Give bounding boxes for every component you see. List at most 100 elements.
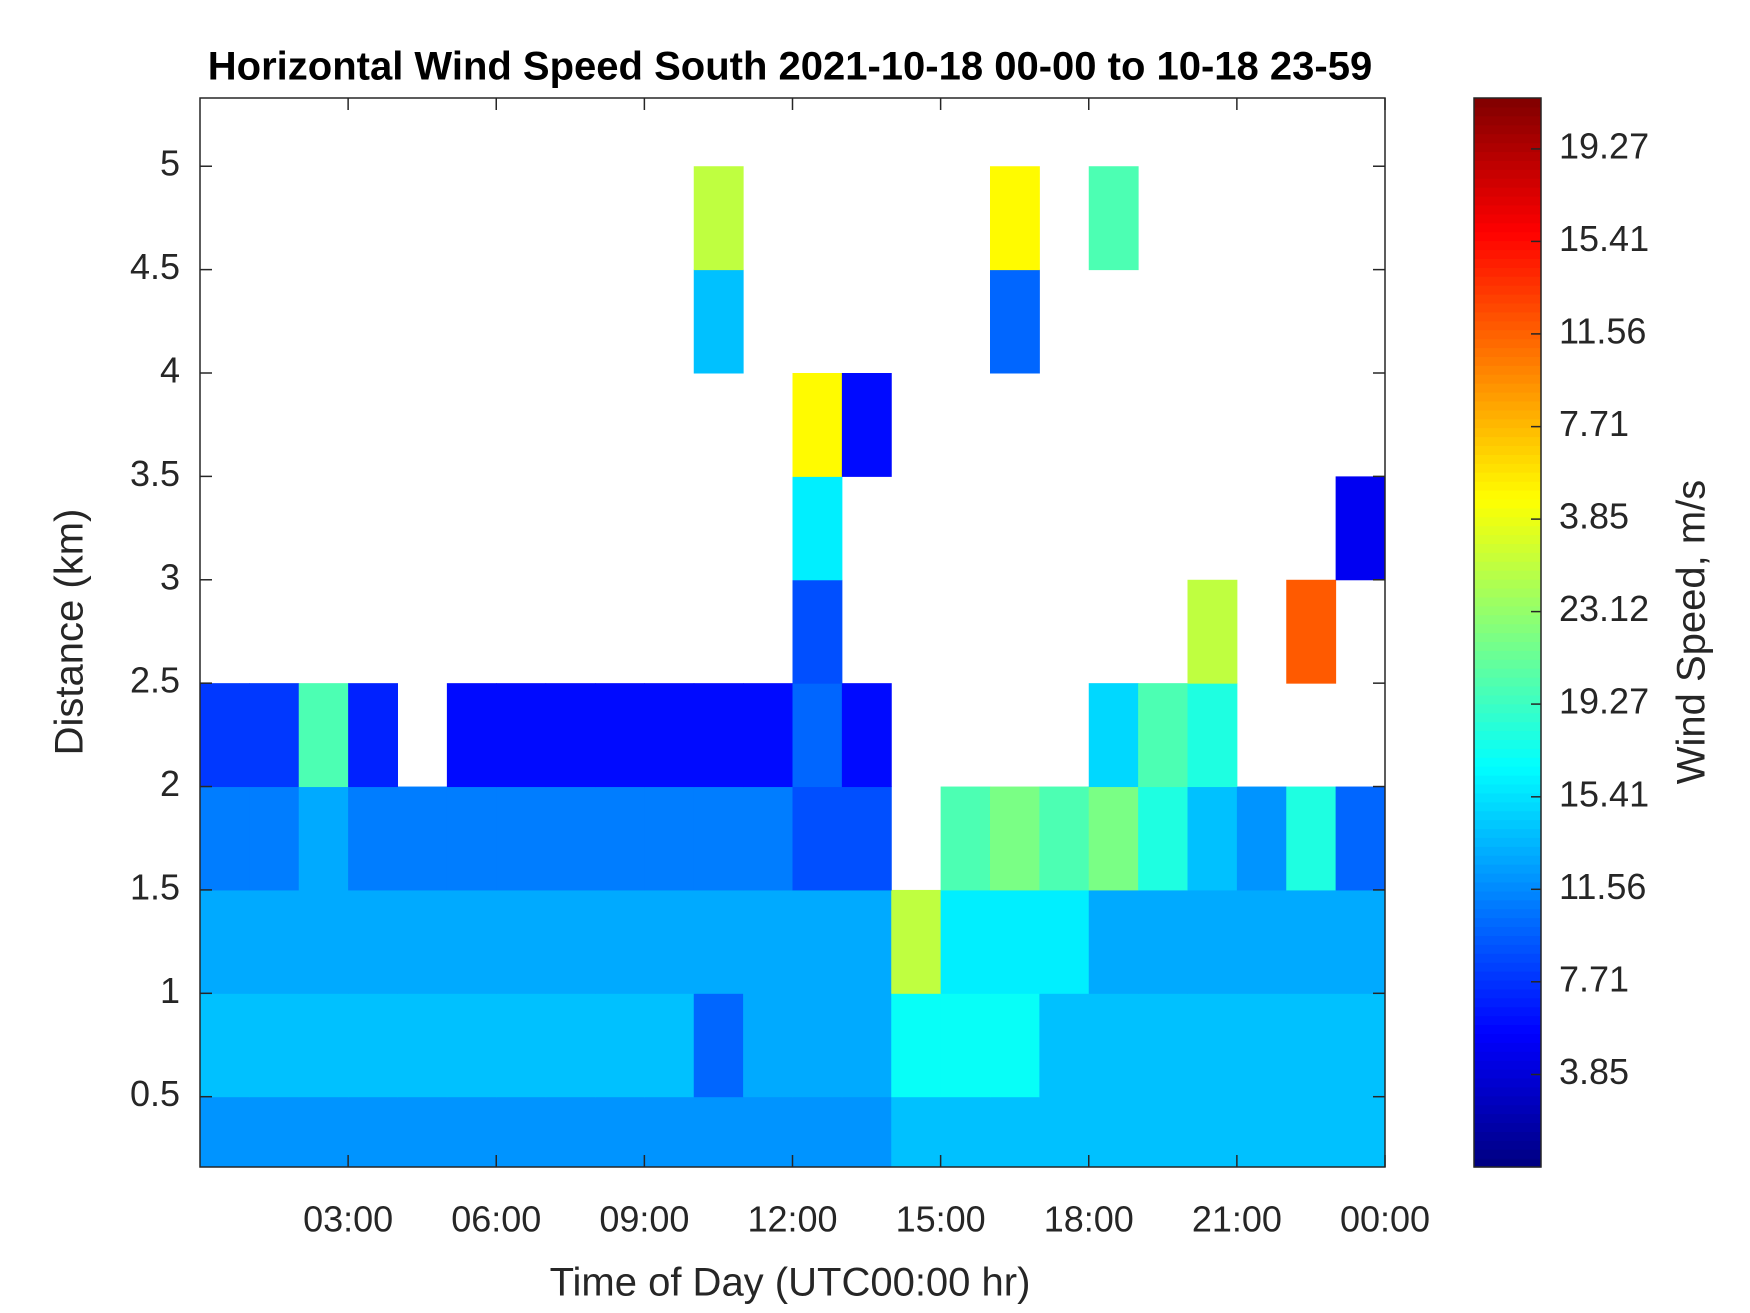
colorbar-segment — [1474, 347, 1541, 357]
heat-cell — [298, 889, 349, 994]
colorbar-segment — [1474, 391, 1541, 402]
heat-cell — [595, 1096, 645, 1168]
heat-cell — [940, 786, 991, 891]
colorbar-segment — [1474, 516, 1541, 527]
colorbar-segment — [1474, 445, 1541, 455]
heat-cell — [1286, 993, 1337, 1098]
colorbar-tick-label: 15.41 — [1559, 773, 1649, 814]
heat-cell — [200, 786, 250, 891]
heat-cell — [743, 889, 793, 994]
colorbar-segment — [1474, 935, 1541, 945]
heat-cell — [990, 1096, 1040, 1168]
colorbar-segment — [1474, 944, 1541, 954]
x-tick-label: 09:00 — [599, 1199, 689, 1240]
colorbar-segment — [1474, 1051, 1541, 1061]
colorbar-segment — [1474, 926, 1541, 936]
heat-cell — [1187, 683, 1238, 788]
heat-cell — [249, 683, 300, 788]
colorbar-frame — [1473, 97, 1542, 1168]
heat-cell — [693, 683, 744, 788]
x-tick-label: 18:00 — [1044, 1199, 1134, 1240]
colorbar-segment — [1474, 1131, 1541, 1141]
colorbar-tick-label: 11.56 — [1559, 866, 1646, 907]
heat-cell — [1088, 1096, 1139, 1168]
colorbar-segment — [1474, 632, 1541, 643]
colorbar-segment — [1474, 418, 1541, 429]
colorbar-segment — [1474, 890, 1541, 901]
heat-cell — [446, 889, 497, 994]
colorbar-segment — [1474, 1006, 1541, 1017]
colorbar-tick-label: 7.71 — [1559, 403, 1629, 444]
heat-cell — [1286, 1096, 1337, 1168]
heat-cell — [545, 683, 596, 788]
heat-cell — [1039, 993, 1090, 1098]
heat-cell — [693, 166, 744, 271]
heat-cell — [841, 889, 892, 994]
colorbar-label: Wind Speed, m/s — [1670, 480, 1714, 785]
heat-cell — [1039, 889, 1090, 994]
heat-cell — [200, 683, 250, 788]
colorbar-segment — [1474, 596, 1541, 607]
colorbar-segment — [1474, 267, 1541, 277]
heat-cell — [940, 889, 991, 994]
colorbar-segment — [1474, 1095, 1541, 1106]
heat-cell — [595, 889, 645, 994]
colorbar-segment — [1474, 801, 1541, 812]
heat-cell — [397, 889, 448, 994]
heat-cell — [693, 993, 744, 1098]
heat-cell — [644, 786, 695, 891]
colorbar-segment — [1474, 819, 1541, 830]
colorbar-segment — [1474, 106, 1541, 117]
colorbar-tick-label: 3.85 — [1559, 1051, 1629, 1092]
heat-cell — [693, 1096, 744, 1168]
heat-cell — [841, 786, 892, 891]
y-tick-label: 3.5 — [130, 453, 180, 494]
colorbar-segment — [1474, 579, 1541, 589]
colorbar-segment — [1474, 400, 1541, 411]
heat-cell — [446, 786, 497, 891]
heat-cell — [348, 889, 398, 994]
colorbar-segment — [1474, 837, 1541, 847]
colorbar-segment — [1474, 285, 1541, 295]
colorbar-segment — [1474, 908, 1541, 919]
heat-cell — [496, 683, 547, 788]
heat-cell — [348, 683, 398, 788]
heat-cell — [940, 993, 991, 1098]
colorbar-segment — [1474, 810, 1541, 821]
heat-cell — [743, 993, 793, 1098]
heat-cell — [841, 993, 892, 1098]
colorbar-segment — [1474, 311, 1541, 322]
heat-cell — [792, 579, 843, 684]
heat-cell — [1236, 786, 1287, 891]
colorbar-segment — [1474, 454, 1541, 464]
colorbar-segment — [1474, 979, 1541, 990]
heat-cell — [545, 1096, 596, 1168]
heat-cell — [841, 683, 892, 788]
heat-cell — [1138, 1096, 1188, 1168]
heat-cell — [496, 993, 547, 1098]
colorbar-segment — [1474, 98, 1541, 108]
colorbar-tick-label: 11.56 — [1559, 310, 1646, 351]
colorbar-segment — [1474, 195, 1541, 206]
colorbar-segment — [1474, 338, 1541, 349]
x-axis-label: Time of Day (UTC00:00 hr) — [550, 1261, 1031, 1305]
colorbar-segment — [1474, 650, 1541, 660]
colorbar-segment — [1474, 1149, 1541, 1159]
x-tick-label: 12:00 — [747, 1199, 837, 1240]
heat-cell — [249, 786, 300, 891]
colorbar-segment — [1474, 481, 1541, 491]
colorbar-segment — [1474, 570, 1541, 580]
colorbar-segment — [1474, 668, 1541, 678]
heat-cell — [1286, 786, 1337, 891]
colorbar-segment — [1474, 293, 1541, 304]
heat-cell — [595, 786, 645, 891]
colorbar-segment — [1474, 864, 1541, 874]
colorbar-segment — [1474, 258, 1541, 268]
colorbar-segment — [1474, 178, 1541, 188]
heat-cell — [743, 1096, 793, 1168]
colorbar-segment — [1474, 1086, 1541, 1097]
colorbar-segment — [1474, 988, 1541, 999]
heat-cell — [990, 269, 1040, 374]
heat-cell — [397, 1096, 448, 1168]
heat-cell — [1138, 683, 1188, 788]
